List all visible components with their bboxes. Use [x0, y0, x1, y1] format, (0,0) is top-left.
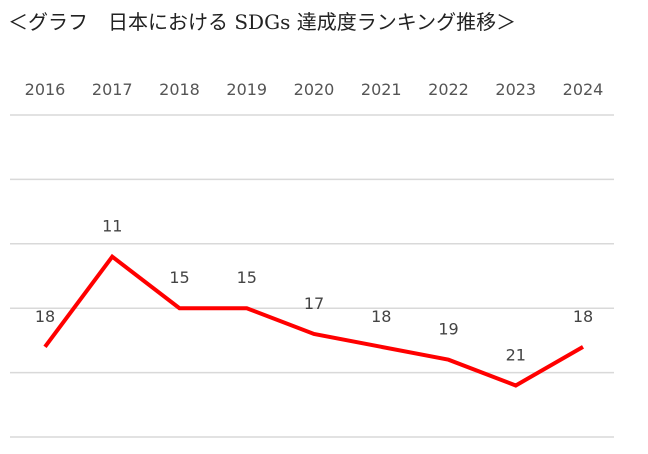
- x-tick-label: 2021: [361, 80, 402, 99]
- x-tick-label: 2022: [428, 80, 469, 99]
- data-label: 21: [506, 345, 526, 364]
- x-tick-label: 2016: [25, 80, 66, 99]
- x-axis-tick-labels: 2016 2017 2018 2019 2020 2021 2022 2023 2024: [25, 80, 604, 99]
- data-label: 19: [438, 320, 458, 339]
- series-line: [43, 253, 584, 388]
- gridlines: [10, 114, 614, 438]
- x-tick-label: 2017: [92, 80, 133, 99]
- x-tick-label: 2023: [495, 80, 536, 99]
- data-label: 15: [237, 268, 257, 287]
- data-label: 17: [304, 294, 324, 313]
- x-tick-label: 2020: [294, 80, 335, 99]
- data-labels: 18 11 15 15 17 18 19 21 18: [35, 217, 593, 365]
- x-tick-label: 2024: [563, 80, 604, 99]
- x-tick-label: 2019: [226, 80, 267, 99]
- data-label: 18: [35, 307, 55, 326]
- data-label: 15: [169, 268, 189, 287]
- data-label: 11: [102, 217, 122, 236]
- x-tick-label: 2018: [159, 80, 200, 99]
- chart-title: ＜グラフ 日本における SDGs 達成度ランキング推移＞: [8, 10, 517, 34]
- data-label: 18: [371, 307, 391, 326]
- series-lines: [43, 253, 584, 388]
- data-label: 18: [573, 307, 593, 326]
